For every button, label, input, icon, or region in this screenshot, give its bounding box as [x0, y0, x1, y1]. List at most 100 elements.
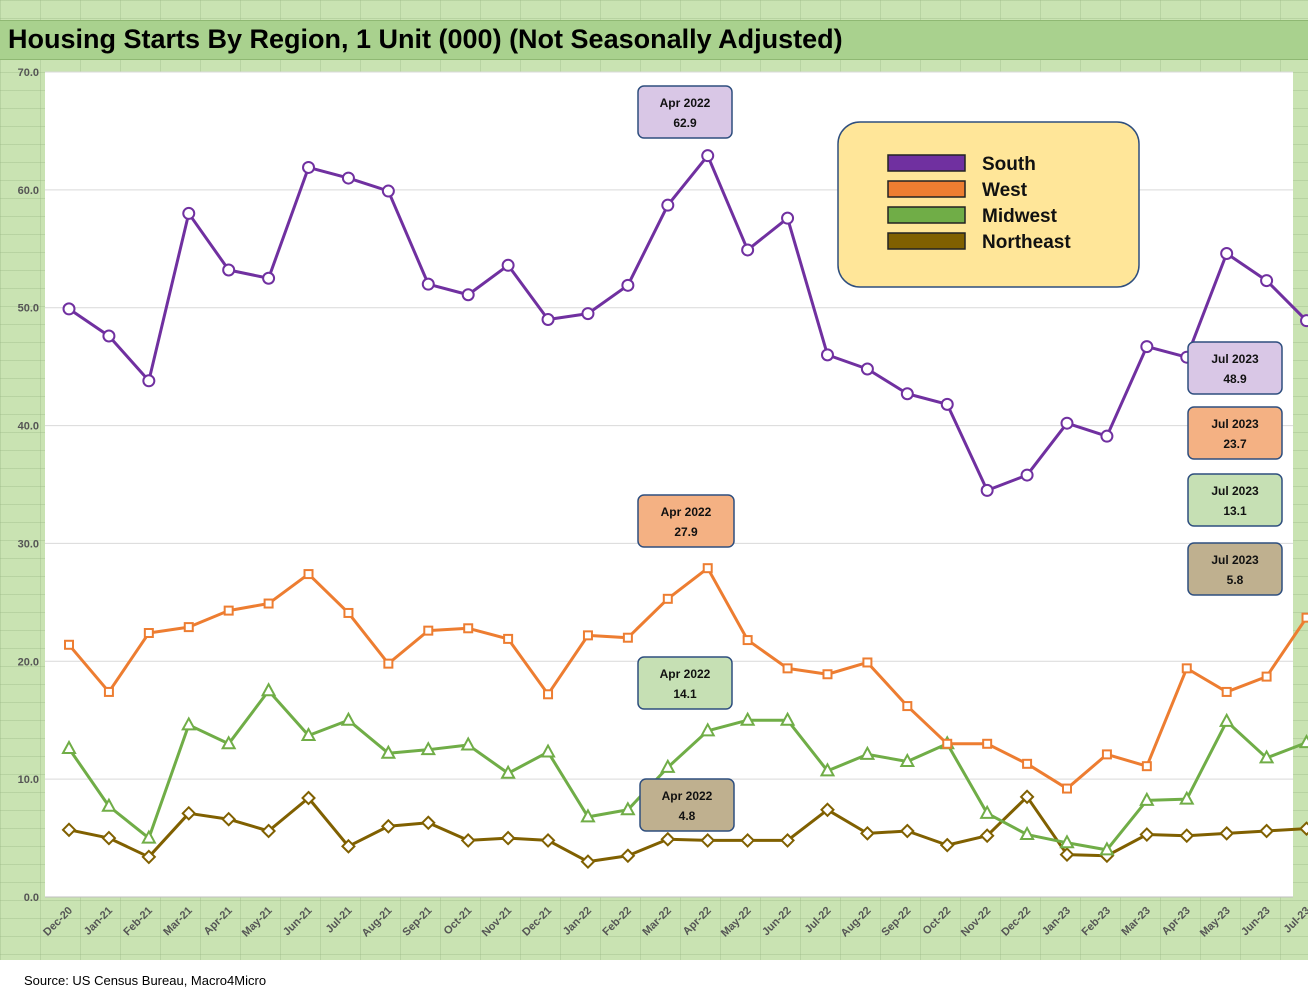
- data-point-west: [862, 657, 873, 668]
- x-tick-label: Aug-21: [360, 905, 395, 940]
- data-point-west: [622, 632, 633, 643]
- data-point-midwest: [1019, 825, 1035, 841]
- data-point-midwest: [101, 797, 117, 812]
- data-point-west: [1062, 783, 1072, 794]
- data-point-midwest: [181, 716, 197, 731]
- data-point-west: [1101, 749, 1112, 760]
- data-point-south: [1260, 274, 1274, 288]
- annotation-value: 27.9: [674, 525, 698, 539]
- legend-item-northeast: Northeast: [887, 232, 1071, 253]
- data-point-west: [543, 689, 554, 700]
- x-tick-label: Feb-23: [1079, 905, 1113, 939]
- annotation-midwest-jul-2023: Jul 2023 13.1: [1187, 473, 1283, 527]
- data-point-south: [541, 313, 555, 326]
- x-tick-label: Jun-21: [281, 905, 315, 939]
- y-tick-label: 60.0: [18, 185, 39, 197]
- data-point-west: [1221, 686, 1232, 697]
- data-point-midwest: [819, 762, 836, 777]
- x-tick-label: Jan-21: [82, 905, 115, 938]
- series-south: [62, 149, 1308, 497]
- series-west: [64, 563, 1308, 794]
- data-point-northeast: [740, 833, 756, 848]
- x-tick-label: Oct-21: [442, 905, 475, 938]
- y-tick-label: 30.0: [18, 538, 39, 550]
- data-point-northeast: [101, 830, 117, 846]
- data-point-northeast: [460, 833, 476, 848]
- data-point-west: [223, 605, 234, 616]
- annotation-south-apr-2022: Apr 2022 62.9: [637, 85, 733, 139]
- x-tick-label: Jun-23: [1239, 905, 1273, 939]
- annotation-box: [639, 778, 735, 832]
- data-point-south: [102, 329, 116, 343]
- annotation-northeast-jul-2023: Jul 2023 5.8: [1187, 542, 1283, 596]
- x-tick-label: Apr-21: [202, 905, 235, 938]
- annotation-box: [1187, 406, 1283, 460]
- annotation-west-apr-2022: Apr 2022 27.9: [637, 494, 735, 548]
- data-point-midwest: [380, 744, 397, 759]
- data-point-midwest: [220, 735, 237, 750]
- data-point-midwest: [141, 829, 157, 844]
- data-point-south: [1300, 314, 1308, 328]
- legend-swatch: [887, 232, 966, 250]
- data-point-west: [902, 701, 913, 712]
- legend-swatch: [887, 154, 966, 172]
- data-point-northeast: [380, 818, 396, 834]
- y-axis: 0.0 10.0 20.0 30.0 40.0 50.0 60.0 70.0: [18, 67, 39, 904]
- x-tick-label: Nov-22: [959, 905, 993, 939]
- chart-frame: Housing Starts By Region, 1 Unit (000) (…: [0, 0, 1308, 960]
- annotation-value: 23.7: [1223, 437, 1247, 451]
- annotation-box: [637, 494, 735, 548]
- data-point-midwest: [620, 801, 636, 816]
- x-tick-label: Sep-21: [400, 905, 434, 939]
- x-tick-label: Oct-22: [921, 905, 954, 938]
- data-point-midwest: [580, 808, 596, 823]
- data-point-south: [661, 198, 675, 212]
- data-point-west: [1261, 671, 1272, 682]
- y-tick-label: 10.0: [18, 774, 39, 786]
- series-line-midwest: [67, 689, 1308, 852]
- data-point-south: [421, 277, 435, 291]
- x-tick-label: Apr-23: [1160, 905, 1193, 938]
- legend-item-west: West: [887, 180, 1028, 201]
- page-title: Housing Starts By Region, 1 Unit (000) (…: [8, 24, 843, 54]
- data-point-northeast: [939, 837, 955, 853]
- data-point-midwest: [540, 743, 556, 758]
- data-point-midwest: [1298, 734, 1308, 749]
- annotation-label: Apr 2022: [660, 96, 711, 110]
- annotation-label: Jul 2023: [1211, 417, 1259, 431]
- data-point-west: [942, 738, 953, 749]
- annotation-box: [1187, 542, 1283, 596]
- data-point-south: [1100, 429, 1114, 443]
- data-point-northeast: [181, 805, 197, 821]
- annotation-box: [1187, 473, 1283, 527]
- data-point-midwest: [260, 682, 277, 697]
- legend-swatch: [887, 206, 966, 224]
- data-point-west: [1141, 761, 1152, 772]
- data-point-south: [62, 302, 76, 316]
- data-point-west: [662, 593, 673, 604]
- data-point-west: [64, 639, 74, 650]
- title-bar: Housing Starts By Region, 1 Unit (000) (…: [0, 20, 1308, 60]
- y-tick-label: 20.0: [18, 656, 39, 668]
- data-point-south: [341, 171, 355, 185]
- legend-item-south: South: [887, 154, 1036, 175]
- y-tick-label: 50.0: [18, 303, 39, 315]
- data-point-south: [940, 397, 954, 411]
- x-tick-label: Feb-21: [121, 905, 155, 939]
- data-point-west: [1301, 612, 1308, 623]
- annotation-label: Apr 2022: [661, 505, 712, 519]
- data-point-south: [781, 211, 795, 225]
- annotation-label: Jul 2023: [1211, 352, 1259, 366]
- data-point-midwest: [340, 711, 357, 726]
- data-point-northeast: [301, 790, 316, 806]
- legend-label: Midwest: [982, 206, 1058, 227]
- annotation-label: Apr 2022: [660, 667, 711, 681]
- data-point-northeast: [341, 838, 356, 854]
- data-point-northeast: [420, 815, 436, 831]
- data-point-south: [222, 263, 236, 277]
- x-tick-label: Jan-23: [1040, 905, 1073, 938]
- data-point-northeast: [141, 849, 157, 865]
- data-point-midwest: [300, 726, 317, 742]
- series-northeast: [61, 789, 1308, 870]
